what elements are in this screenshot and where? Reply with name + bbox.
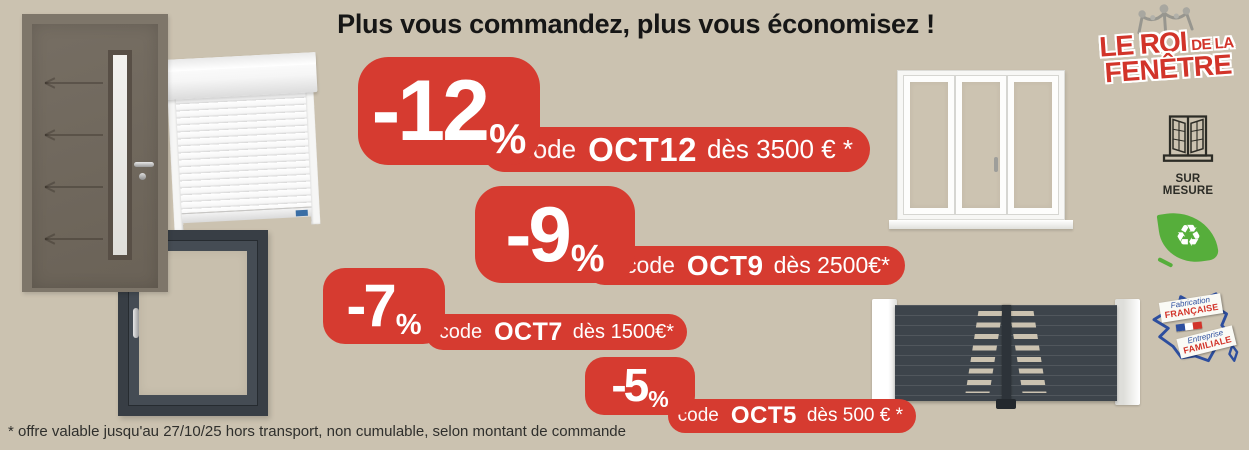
gate-pillar-right (1115, 299, 1140, 405)
brand-line3: FENÊTRE (1103, 48, 1233, 89)
recycle-icon: ♻ (1174, 220, 1202, 253)
gate-panel (895, 305, 1117, 401)
percent-sign: % (648, 386, 669, 412)
door-slab (32, 24, 158, 288)
aluminium-gate-image (872, 295, 1140, 409)
window-pane (903, 75, 955, 215)
discount-badge-9: -9 % (475, 186, 635, 283)
discount-percent: -5 (611, 359, 649, 412)
white-triple-window-image (889, 70, 1073, 229)
percent-sign: % (488, 115, 527, 162)
gate-openwork-left (965, 311, 1003, 393)
promo-code: OCT9 (686, 249, 764, 281)
door-handle (134, 162, 154, 167)
minimum-order: dès 500 € * (806, 405, 903, 426)
promo-code: OCT12 (588, 130, 697, 168)
brand-logo: LE ROI DE LA FENÊTRE (1089, 1, 1245, 103)
shutter-curtain (175, 90, 312, 214)
made-in-france-badge: Fabrication FRANÇAISE Entreprise FAMILIA… (1148, 290, 1244, 376)
window-panes (903, 75, 1059, 215)
door-groove (45, 238, 103, 240)
minimum-order: dès 2500€* (773, 252, 890, 278)
door-glass-panel (108, 50, 132, 260)
percent-sign: % (570, 238, 605, 280)
discount-badge-12: -12 % (358, 57, 540, 165)
door-groove (45, 134, 103, 136)
brand-name: LE ROI DE LA FENÊTRE (1091, 25, 1244, 89)
discount-percent: -9 (505, 189, 571, 278)
window-handle (133, 308, 139, 338)
promo-code-pill-oct12: code OCT12 dès 3500 € * (482, 127, 870, 172)
flag-red (1192, 321, 1203, 330)
promo-code-pill-oct5: code OCT5 dès 500 € * (668, 399, 916, 433)
window-handle (994, 156, 999, 172)
minimum-order: dès 3500 € * (706, 134, 853, 164)
minimum-order: dès 1500€* (572, 320, 674, 343)
banner-title: Plus vous commandez, plus vous économise… (337, 9, 935, 39)
discount-badge-7: -7 % (323, 268, 445, 344)
gate-motor-box (996, 399, 1016, 409)
entry-door-image (22, 14, 168, 292)
door-groove (45, 186, 103, 188)
gate-pillar-left (872, 299, 897, 405)
window-pane (1007, 75, 1059, 215)
crown-icon (1137, 4, 1194, 35)
shutter-box (159, 52, 318, 101)
roller-shutter-image (159, 52, 323, 232)
percent-sign: % (395, 309, 422, 341)
discount-percent: -7 (346, 272, 396, 340)
code-prefix: code (438, 320, 483, 343)
eco-badge: ♻ (1156, 205, 1221, 269)
door-groove (45, 82, 103, 84)
promo-code: OCT5 (730, 402, 797, 429)
gate-center-stile (1001, 305, 1011, 401)
gate-openwork-right (1009, 311, 1047, 393)
window-sill (889, 220, 1073, 229)
offer-conditions-footnote: * offre valable jusqu'au 27/10/25 hors t… (8, 423, 626, 440)
discount-percent: -12 (371, 62, 490, 159)
window-pane (955, 75, 1007, 215)
sur-mesure-label: SUR MESURE (1162, 173, 1214, 197)
open-window-icon (1162, 115, 1214, 162)
promo-code: OCT7 (494, 317, 563, 346)
discount-badge-5: -5 % (585, 357, 695, 415)
door-lock-knob (139, 173, 146, 180)
sur-mesure-badge: SUR MESURE (1150, 112, 1226, 197)
shutter-brand-label (295, 209, 308, 217)
promo-code-pill-oct7: code OCT7 dès 1500€* (425, 314, 687, 350)
leaf-icon: ♻ (1156, 207, 1220, 267)
